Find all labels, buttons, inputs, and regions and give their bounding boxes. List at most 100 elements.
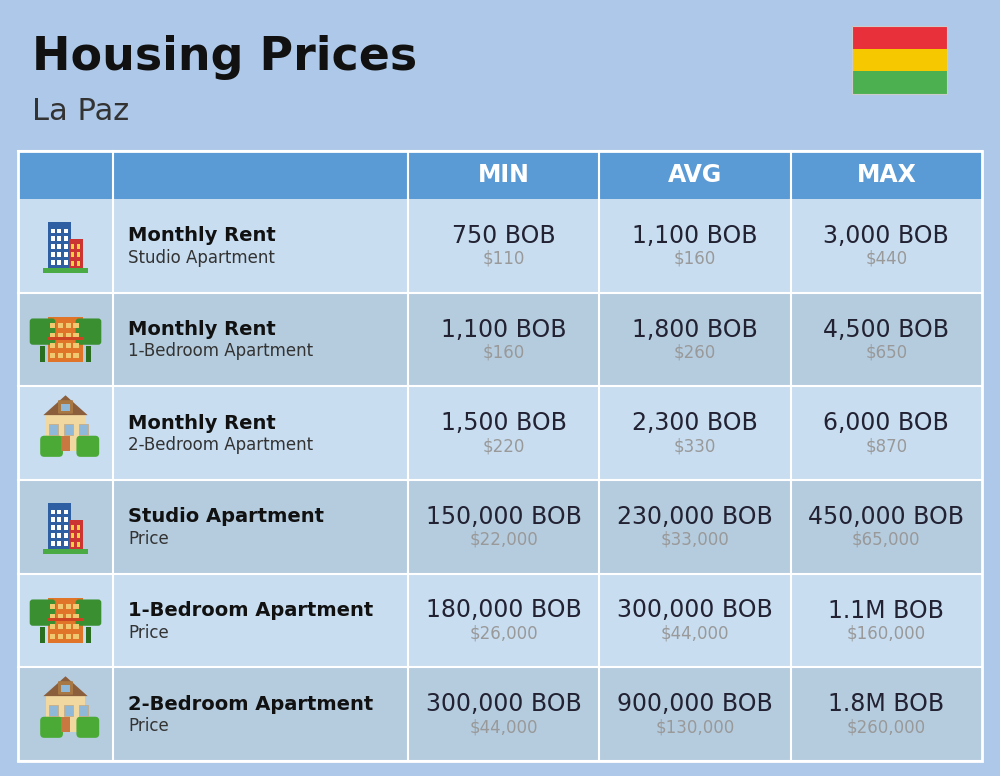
FancyBboxPatch shape [76,600,101,625]
Bar [79,424,88,435]
Text: 6,000 BOB: 6,000 BOB [823,411,949,435]
Bar [51,533,55,538]
Bar [73,333,79,338]
Bar [48,317,83,362]
Bar [48,598,83,643]
Bar [61,436,70,451]
Text: Monthly Rent: Monthly Rent [128,414,276,433]
FancyBboxPatch shape [76,717,99,738]
Bar [66,605,71,609]
Bar [64,244,68,248]
Text: La Paz: La Paz [32,96,129,126]
Text: $330: $330 [674,437,716,456]
Bar [57,525,61,530]
Text: $26,000: $26,000 [469,625,538,643]
Bar [57,252,61,257]
Bar [46,696,85,733]
Text: Price: Price [128,530,169,548]
Bar [64,542,68,546]
Bar [57,260,61,265]
Text: 1.8M BOB: 1.8M BOB [828,692,944,716]
Bar [64,252,68,257]
Bar [58,324,63,327]
Text: Monthly Rent: Monthly Rent [128,227,276,245]
Bar [48,504,71,550]
Bar [50,614,55,618]
Text: $220: $220 [482,437,525,456]
Bar [51,229,55,233]
Bar [51,510,55,514]
Text: 450,000 BOB: 450,000 BOB [808,505,964,528]
Text: Housing Prices: Housing Prices [32,36,417,81]
Bar [66,343,71,348]
Text: Price: Price [128,717,169,735]
Bar [50,353,55,358]
Bar [66,353,71,358]
Bar [58,614,63,618]
Text: Studio Apartment: Studio Apartment [128,249,275,267]
Bar [51,260,55,265]
Bar [51,542,55,546]
Bar [58,605,63,609]
Text: 1,500 BOB: 1,500 BOB [441,411,567,435]
Text: $22,000: $22,000 [469,531,538,549]
Text: 1.1M BOB: 1.1M BOB [828,598,944,622]
Bar [50,624,55,629]
Bar [58,624,63,629]
Bar [64,705,73,716]
Text: 2-Bedroom Apartment: 2-Bedroom Apartment [128,695,373,714]
Bar [77,261,80,265]
Bar [86,346,91,362]
Bar [64,424,73,435]
FancyBboxPatch shape [40,717,63,738]
Bar [18,293,982,386]
Bar [57,229,61,233]
Bar [43,268,88,272]
Text: $160: $160 [483,344,525,362]
Bar [18,151,982,199]
Bar [73,605,79,609]
Bar [40,627,45,643]
Bar [51,252,55,257]
Bar [61,717,70,733]
Text: Studio Apartment: Studio Apartment [128,508,324,526]
Text: $160: $160 [674,250,716,268]
Bar [57,542,61,546]
FancyBboxPatch shape [76,318,101,345]
FancyBboxPatch shape [30,600,55,625]
Text: $44,000: $44,000 [469,718,538,736]
Bar [57,518,61,521]
Bar [50,605,55,609]
Text: AVG: AVG [668,163,722,187]
Text: $110: $110 [482,250,525,268]
Bar [64,260,68,265]
Text: 300,000 BOB: 300,000 BOB [617,598,773,622]
Bar [51,525,55,530]
Text: $160,000: $160,000 [847,625,926,643]
Bar [61,404,70,411]
Bar [71,252,74,257]
Bar [73,634,79,639]
Bar [71,525,74,529]
Bar [18,480,982,573]
Bar [852,26,947,94]
Bar [79,705,88,716]
Text: 150,000 BOB: 150,000 BOB [426,505,582,528]
Text: 3,000 BOB: 3,000 BOB [823,223,949,248]
Bar [64,518,68,521]
Bar [64,533,68,538]
Text: 900,000 BOB: 900,000 BOB [617,692,773,716]
Text: $44,000: $44,000 [661,625,729,643]
Text: 4,500 BOB: 4,500 BOB [823,317,949,341]
Bar [73,343,79,348]
Text: $650: $650 [865,344,907,362]
Bar [71,244,74,248]
Bar [46,415,85,451]
Text: 750 BOB: 750 BOB [452,223,555,248]
Bar [48,223,71,269]
Text: $870: $870 [865,437,907,456]
Bar [58,634,63,639]
Bar [61,685,70,692]
Bar [49,424,58,435]
Bar [57,510,61,514]
